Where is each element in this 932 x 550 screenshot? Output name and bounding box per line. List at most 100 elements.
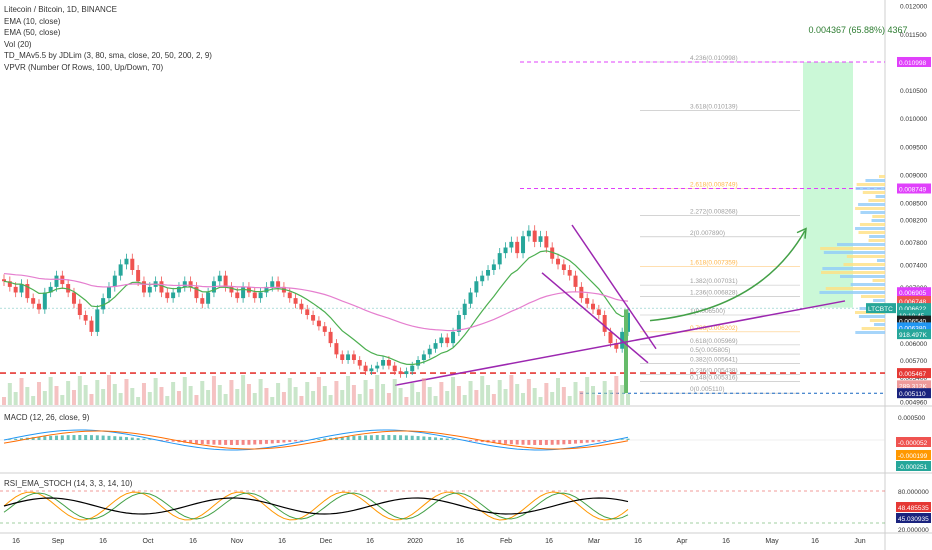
price-tick: 0.007800 bbox=[900, 240, 927, 247]
candle-body bbox=[474, 281, 479, 293]
candle-body bbox=[468, 292, 473, 304]
candle-body bbox=[235, 292, 240, 299]
candle-body bbox=[206, 292, 211, 304]
price-tick: 0.010500 bbox=[900, 88, 927, 95]
volume-bar bbox=[147, 392, 152, 405]
vpvr-bar bbox=[860, 295, 885, 298]
macd-tick: -0.000052 bbox=[898, 440, 928, 447]
macd-hist bbox=[603, 440, 607, 442]
symbol-line: Litecoin / Bitcoin, 1D, BINANCE bbox=[4, 5, 117, 14]
candle-body bbox=[491, 264, 496, 270]
price-badge bbox=[897, 183, 931, 194]
candle-body bbox=[66, 284, 71, 293]
macd-hist bbox=[340, 436, 344, 440]
candle-body bbox=[182, 281, 187, 287]
macd-hist bbox=[451, 439, 455, 440]
macd-hist bbox=[54, 435, 58, 440]
candle-body bbox=[556, 258, 561, 265]
candle-body bbox=[2, 279, 6, 282]
vpvr-bar bbox=[856, 183, 885, 186]
price-badge bbox=[897, 388, 931, 399]
candle-body bbox=[83, 315, 88, 321]
macd-hist bbox=[136, 438, 140, 440]
vpvr-bar bbox=[820, 247, 885, 250]
volume-bar bbox=[614, 376, 619, 405]
price-badge-label: 0.006622 bbox=[899, 306, 926, 313]
candle-body bbox=[369, 368, 374, 372]
time-tick: Mar bbox=[588, 538, 601, 545]
volume-bar bbox=[556, 378, 561, 405]
candle-body bbox=[293, 298, 298, 304]
price-tick: 0.007400 bbox=[900, 262, 927, 269]
volume-bar bbox=[538, 397, 543, 405]
candle-body bbox=[147, 286, 152, 293]
time-tick: Dec bbox=[320, 538, 333, 545]
candle-body bbox=[351, 354, 356, 360]
volume-bar bbox=[433, 396, 438, 405]
candle-body bbox=[381, 360, 386, 366]
candle-body bbox=[19, 284, 24, 293]
candle-body bbox=[25, 284, 30, 299]
indicator-vol: Vol (20) bbox=[4, 39, 32, 49]
price-badge bbox=[897, 329, 931, 340]
candle-body bbox=[404, 371, 409, 375]
macd-hist bbox=[626, 438, 630, 440]
candle-body bbox=[538, 236, 543, 242]
fib-label: 0.786(0.006202) bbox=[690, 325, 738, 332]
vpvr-bar bbox=[855, 227, 885, 230]
candle-body bbox=[375, 365, 380, 369]
macd-hist bbox=[124, 437, 128, 440]
volume-bar bbox=[567, 396, 572, 405]
candle-body bbox=[165, 292, 170, 299]
candle-body bbox=[171, 292, 176, 299]
price-badge bbox=[897, 380, 931, 391]
volume-bar bbox=[386, 393, 391, 405]
vpvr-bar bbox=[837, 243, 885, 246]
rsi-tick: 20.000000 bbox=[898, 527, 929, 534]
macd-hist bbox=[346, 436, 350, 440]
volume-bar bbox=[2, 397, 6, 405]
macd-hist bbox=[562, 440, 566, 445]
candle-body bbox=[136, 270, 141, 282]
volume-bar bbox=[206, 390, 211, 405]
indicator-vpvr: VPVR (Number Of Rows, 100, Up/Down, 70) bbox=[4, 62, 164, 72]
volume-bar bbox=[346, 376, 351, 405]
macd-hist bbox=[579, 440, 583, 444]
candle-body bbox=[596, 309, 601, 315]
volume-bar bbox=[491, 394, 496, 405]
macd-hist bbox=[422, 436, 426, 440]
candle-body bbox=[264, 286, 269, 293]
indicator-ema50: EMA (50, close) bbox=[4, 28, 61, 37]
candle-body bbox=[106, 286, 111, 299]
candle-body bbox=[585, 298, 590, 304]
price-badge bbox=[897, 56, 931, 67]
target-box bbox=[803, 61, 853, 308]
price-badge-label: 0.006540 bbox=[899, 319, 926, 326]
macd-hist bbox=[194, 440, 198, 444]
volume-bar bbox=[7, 383, 12, 405]
candle-body bbox=[118, 264, 123, 276]
macd-hist bbox=[439, 437, 443, 440]
macd-hist bbox=[78, 435, 82, 440]
candle-body bbox=[42, 292, 47, 310]
candle-body bbox=[561, 264, 566, 270]
macd-hist bbox=[509, 440, 513, 445]
volume-bar bbox=[305, 382, 310, 405]
volume-bar bbox=[363, 380, 368, 405]
volume-bar bbox=[480, 376, 485, 405]
macd-hist bbox=[288, 440, 292, 442]
price-badge bbox=[897, 315, 931, 326]
macd-hist bbox=[171, 440, 175, 442]
candle-body bbox=[48, 286, 53, 293]
volume-bar bbox=[60, 395, 65, 405]
price-tick: 0.005700 bbox=[900, 358, 927, 365]
volume-bar bbox=[241, 375, 246, 405]
macd-hist bbox=[270, 440, 274, 444]
candle-body bbox=[188, 281, 193, 287]
macd-hist bbox=[445, 438, 449, 440]
candle-body bbox=[141, 281, 146, 293]
volume-bar bbox=[404, 397, 409, 405]
macd-hist bbox=[399, 435, 403, 440]
volume-bar bbox=[153, 378, 158, 405]
